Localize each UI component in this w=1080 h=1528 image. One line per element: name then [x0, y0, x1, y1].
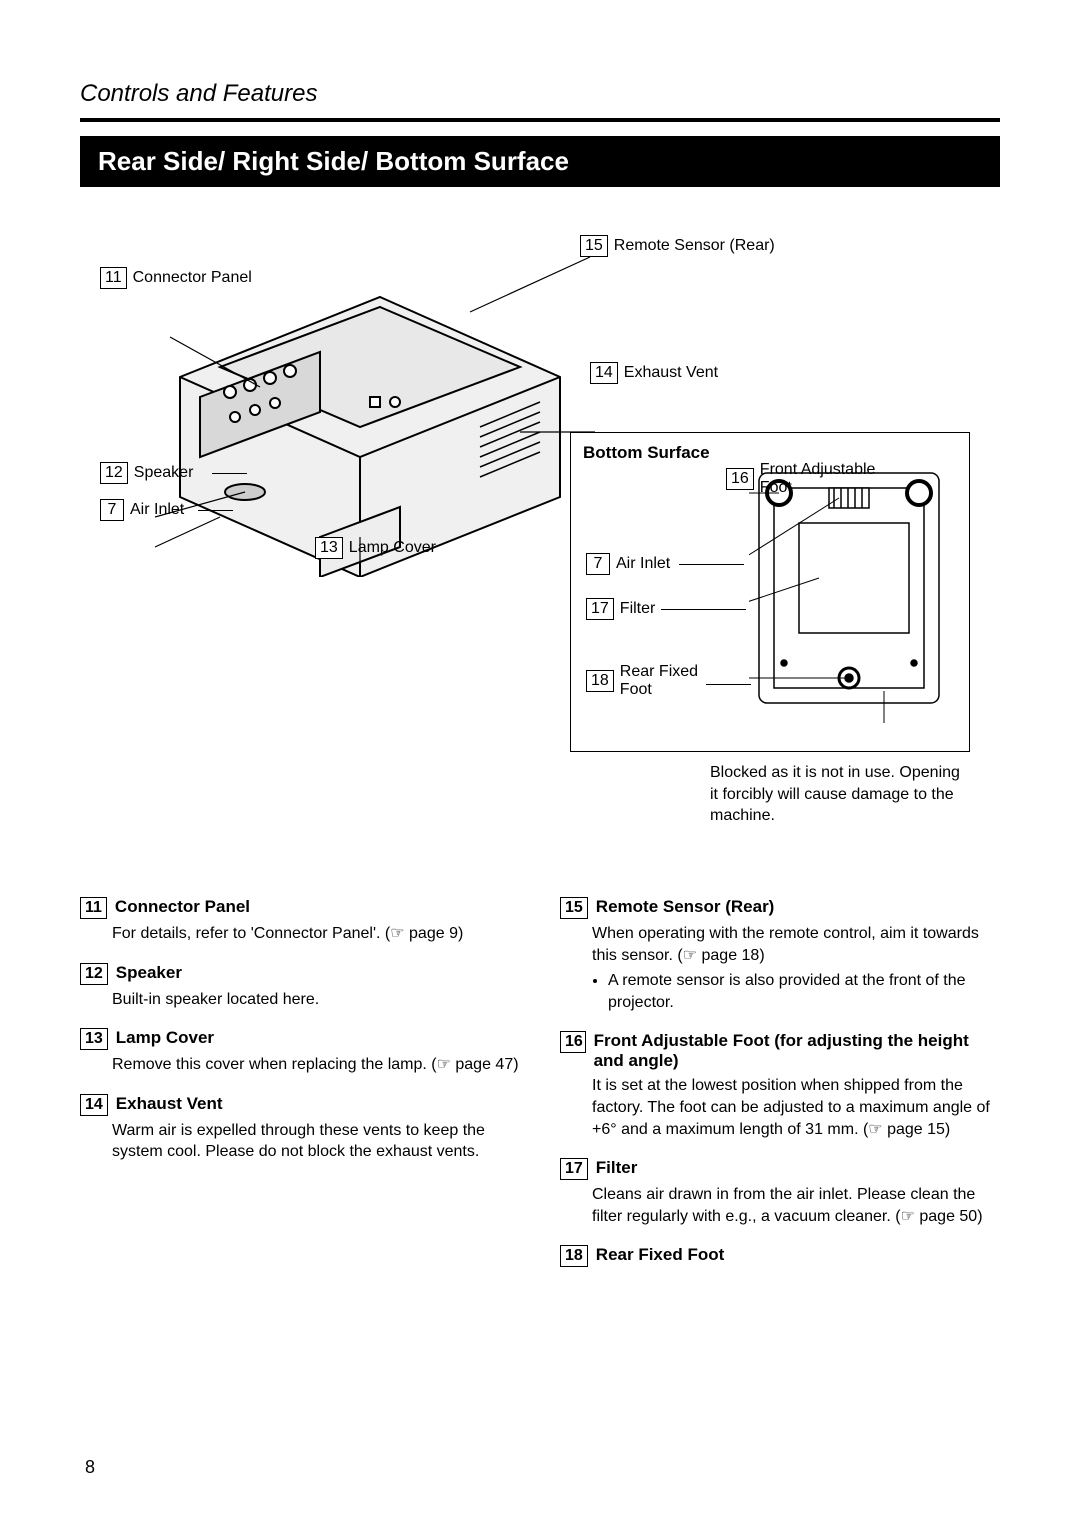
item-body: For details, refer to 'Connector Panel'.…: [112, 923, 520, 945]
callout-label: Air Inlet: [616, 555, 670, 573]
callout-17: 17 Filter: [586, 598, 655, 620]
numbox: 15: [580, 235, 608, 257]
numbox: 7: [100, 499, 124, 521]
numbox: 18: [586, 670, 614, 692]
callout-7a: 7 Air Inlet: [100, 499, 184, 521]
item-title: Connector Panel: [115, 897, 250, 917]
numbox: 13: [80, 1028, 108, 1050]
item-11: 11 Connector Panel For details, refer to …: [80, 897, 520, 945]
item-title: Filter: [596, 1158, 638, 1178]
numbox: 11: [80, 897, 107, 919]
item-body: When operating with the remote control, …: [592, 923, 1000, 1013]
item-title: Lamp Cover: [116, 1028, 214, 1048]
item-title: Front Adjustable Foot (for adjusting the…: [594, 1031, 1000, 1071]
numbox: 16: [726, 468, 754, 490]
bottom-box-title: Bottom Surface: [583, 443, 957, 463]
numbox: 14: [590, 362, 618, 384]
callout-label: Connector Panel: [133, 269, 252, 287]
item-body: Remove this cover when replacing the lam…: [112, 1054, 520, 1076]
item-title: Remote Sensor (Rear): [596, 897, 775, 917]
numbox: 14: [80, 1094, 108, 1116]
callout-label: Speaker: [134, 464, 194, 482]
item-body: Built-in speaker located here.: [112, 989, 520, 1011]
numbox: 12: [80, 963, 108, 985]
item-title: Speaker: [116, 963, 182, 983]
callout-7b: 7 Air Inlet: [586, 553, 670, 575]
item-16: 16 Front Adjustable Foot (for adjusting t…: [560, 1031, 1000, 1140]
item-13: 13 Lamp Cover Remove this cover when repl…: [80, 1028, 520, 1076]
callout-11: 11 Connector Panel: [100, 267, 252, 289]
callout-16: 16 Front Adjustable Foot: [726, 461, 875, 497]
page-number: 8: [85, 1457, 95, 1478]
items-columns: 11 Connector Panel For details, refer to …: [80, 897, 1000, 1285]
left-column: 11 Connector Panel For details, refer to …: [80, 897, 520, 1285]
numbox: 17: [560, 1158, 588, 1180]
diagram-note: Blocked as it is not in use. Opening it …: [710, 762, 970, 827]
callout-14: 14 Exhaust Vent: [590, 362, 718, 384]
bottom-surface-illustration: [749, 463, 949, 723]
item-body: Warm air is expelled through these vents…: [112, 1120, 520, 1163]
item-title: Exhaust Vent: [116, 1094, 223, 1114]
right-column: 15 Remote Sensor (Rear) When operating wi…: [560, 897, 1000, 1285]
divider: [80, 118, 1000, 122]
callout-label: Air Inlet: [130, 501, 184, 519]
item-body: Cleans air drawn in from the air inlet. …: [592, 1184, 1000, 1227]
item-18: 18 Rear Fixed Foot: [560, 1245, 1000, 1267]
callout-13: 13 Lamp Cover: [315, 537, 436, 559]
numbox: 15: [560, 897, 588, 919]
callout-label: Lamp Cover: [349, 539, 436, 557]
numbox: 17: [586, 598, 614, 620]
bottom-surface-box: Bottom Surface: [570, 432, 970, 752]
item-title: Rear Fixed Foot: [596, 1245, 724, 1265]
diagram-area: 15 Remote Sensor (Rear) 11 Connector Pan…: [80, 217, 1000, 837]
callout-18: 18 Rear Fixed Foot: [586, 663, 698, 699]
numbox: 11: [100, 267, 127, 289]
callout-12: 12 Speaker: [100, 462, 193, 484]
numbox: 16: [560, 1031, 586, 1053]
callout-label: Filter: [620, 600, 656, 618]
callout-label: Front Adjustable Foot: [760, 461, 876, 497]
item-body: It is set at the lowest position when sh…: [592, 1075, 1000, 1140]
item-12: 12 Speaker Built-in speaker located here.: [80, 963, 520, 1011]
numbox: 7: [586, 553, 610, 575]
callout-label: Rear Fixed Foot: [620, 663, 698, 699]
item-15: 15 Remote Sensor (Rear) When operating wi…: [560, 897, 1000, 1013]
item-14: 14 Exhaust Vent Warm air is expelled thro…: [80, 1094, 520, 1163]
numbox: 18: [560, 1245, 588, 1267]
callout-label: Exhaust Vent: [624, 364, 718, 382]
numbox: 12: [100, 462, 128, 484]
banner-title: Rear Side/ Right Side/ Bottom Surface: [80, 136, 1000, 187]
numbox: 13: [315, 537, 343, 559]
section-title: Controls and Features: [80, 80, 1000, 108]
item-17: 17 Filter Cleans air drawn in from the ai…: [560, 1158, 1000, 1227]
callout-label: Remote Sensor (Rear): [614, 237, 775, 255]
callout-15: 15 Remote Sensor (Rear): [580, 235, 775, 257]
